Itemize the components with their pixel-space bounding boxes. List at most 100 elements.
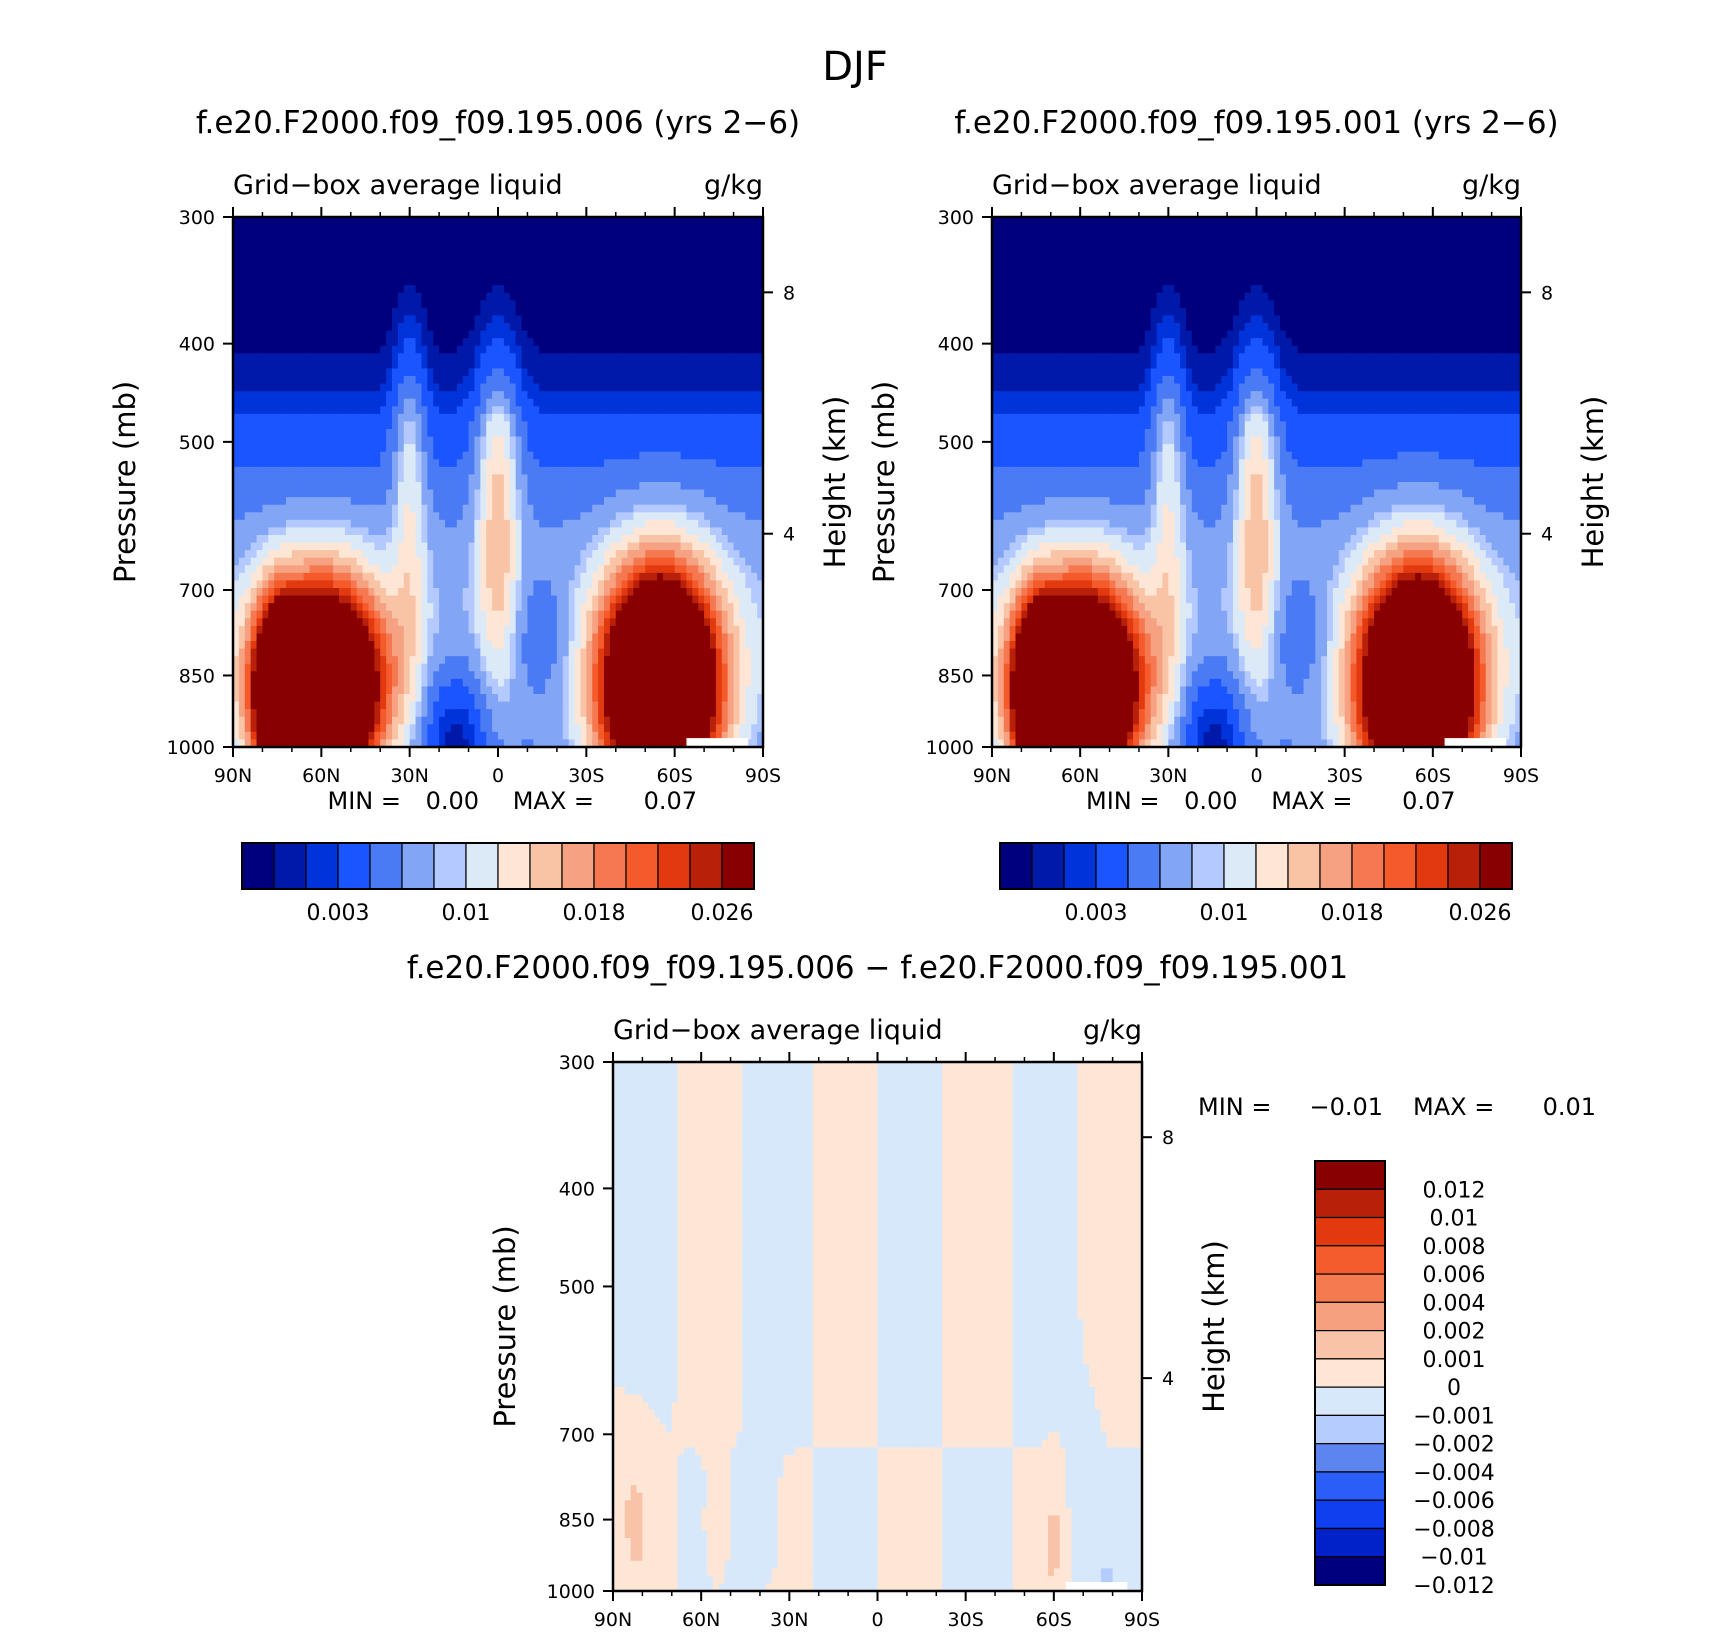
field-cell [757,421,764,430]
field-cell [462,444,470,453]
field-cell [250,550,258,559]
field-cell [539,482,546,491]
field-cell [592,413,599,423]
field-cell [250,285,258,294]
field-cell [291,542,299,551]
field-cell [668,542,676,551]
field-cell [574,307,582,317]
field-cell [368,474,375,483]
field-cell [592,474,599,483]
field-cell [333,489,340,498]
field-cell [592,368,599,377]
field-cell [409,217,417,226]
field-cell [527,451,534,460]
field-cell [733,459,741,468]
field-cell [674,300,682,309]
field-cell [598,315,605,324]
field-cell [580,512,587,521]
field-cell [350,588,358,597]
field-cell [350,300,358,309]
field-cell [397,588,405,597]
field-cell [751,224,758,233]
field-cell [315,603,322,612]
field-cell [692,217,699,226]
field-cell [403,217,411,226]
field-cell [250,474,258,483]
field-cell [580,625,587,635]
field-cell [533,217,540,226]
field-cell [568,610,576,619]
field-cell [633,482,640,491]
field-cell [657,497,664,506]
field-cell [757,535,764,544]
field-cell [539,239,546,248]
field-cell [474,277,481,286]
field-cell [291,217,299,226]
field-cell [362,239,370,248]
field-cell [686,474,693,483]
field-cell [415,247,423,256]
field-cell [633,497,640,506]
field-cell [274,330,281,339]
field-cell [468,262,476,271]
field-cell [621,353,629,362]
field-cell [698,557,705,566]
field-cell [233,224,240,233]
field-cell [574,315,582,324]
field-cell [362,459,370,468]
field-cell [657,217,664,226]
field-cell [515,421,523,430]
field-cell [645,451,652,460]
field-cell [409,398,417,407]
field-cell [286,413,293,423]
field-cell [233,436,240,445]
field-cell [680,535,688,544]
field-cell [574,376,582,385]
field-cell [727,270,735,279]
field-cell [374,618,381,627]
field-cell [586,595,593,604]
field-cell [715,421,723,430]
field-cell [445,429,452,438]
field-cell [503,277,511,286]
field-cell [509,232,517,241]
field-cell [551,376,558,385]
field-cell [291,224,299,233]
field-cell [468,247,476,256]
field-cell [268,413,275,423]
field-cell [374,323,381,332]
field-cell [339,315,346,324]
field-cell [609,277,617,286]
field-cell [545,429,552,438]
field-cell [250,398,258,407]
field-cell [397,474,405,483]
field-cell [274,474,281,483]
field-cell [286,300,293,309]
field-cell [374,542,381,551]
field-cell [492,376,499,385]
field-cell [721,466,729,476]
field-cell [297,391,305,400]
field-cell [480,542,487,551]
field-cell [627,353,635,362]
field-cell [486,489,493,498]
field-cell [291,232,299,241]
field-cell [392,406,399,415]
field-cell [521,277,529,286]
field-cell [586,383,593,392]
field-cell [262,270,269,279]
field-cell [238,451,246,460]
field-cell [380,459,387,468]
field-cell [586,330,593,339]
field-cell [462,383,470,392]
field-cell [280,315,287,324]
field-cell [639,413,646,423]
field-cell [233,550,240,559]
field-cell [627,224,635,233]
field-cell [362,353,370,362]
field-cell [327,421,334,430]
field-cell [233,512,240,521]
field-cell [433,565,440,574]
field-cell [474,489,481,498]
field-cell [727,232,735,241]
